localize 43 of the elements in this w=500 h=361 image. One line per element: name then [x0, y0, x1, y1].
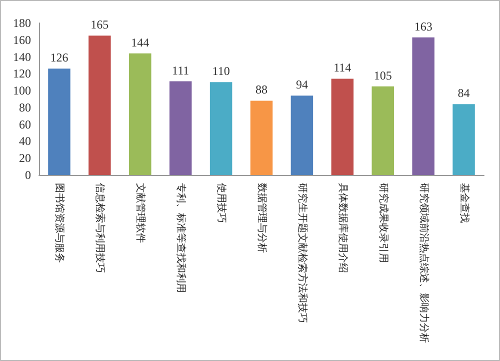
- y-tick-label: 180: [13, 16, 31, 30]
- x-tick-label: 研究生开题文献检索方法和技巧: [296, 183, 308, 323]
- y-tick-label: 0: [25, 168, 31, 182]
- x-tick-label: 具体数据库使用介绍: [336, 183, 349, 273]
- data-label: 84: [458, 86, 470, 100]
- y-tick-label: 160: [13, 32, 31, 47]
- data-label: 110: [212, 64, 230, 78]
- bar: [290, 96, 314, 175]
- x-tick-label: 研究成果收录引用: [377, 183, 390, 263]
- bar: [210, 82, 232, 175]
- y-tick-label: 40: [19, 134, 31, 148]
- y-tick-label: 100: [13, 84, 31, 98]
- bar: [452, 104, 475, 175]
- data-label: 114: [334, 60, 352, 75]
- x-tick-label: 研究领域前沿热点综述、影响力分析: [418, 183, 430, 343]
- bar: [331, 78, 354, 175]
- y-tick-label: 20: [19, 151, 31, 166]
- data-label: 126: [50, 50, 68, 65]
- y-tick-label: 140: [13, 50, 31, 64]
- bar: [250, 100, 273, 175]
- x-tick-label: 信息检索与利用技巧: [94, 183, 106, 273]
- x-tick-label: 图书馆资源与服务: [54, 183, 66, 263]
- data-label: 88: [256, 82, 268, 97]
- y-tick-label: 120: [13, 66, 31, 81]
- data-label: 94: [296, 78, 308, 92]
- x-tick-label: 基金查找: [458, 183, 470, 223]
- bar: [48, 68, 70, 175]
- bar: [372, 86, 394, 175]
- x-tick-label: 文献管理软件: [134, 183, 147, 243]
- bar: [412, 37, 434, 175]
- data-label: 163: [414, 19, 432, 34]
- bar: [129, 53, 152, 175]
- bar: [88, 36, 111, 175]
- data-label: 111: [172, 63, 190, 78]
- x-tick-label: 数据管理与分析: [256, 183, 268, 253]
- bar: [169, 81, 192, 175]
- x-tick-label: 专利、标准等查找和利用: [175, 183, 188, 293]
- data-label: 105: [374, 68, 392, 82]
- y-tick-label: 60: [19, 117, 31, 132]
- x-tick-label: 使用技巧: [216, 183, 228, 223]
- data-label: 144: [131, 35, 150, 50]
- y-tick-label: 80: [19, 100, 31, 114]
- data-label: 165: [90, 18, 109, 32]
